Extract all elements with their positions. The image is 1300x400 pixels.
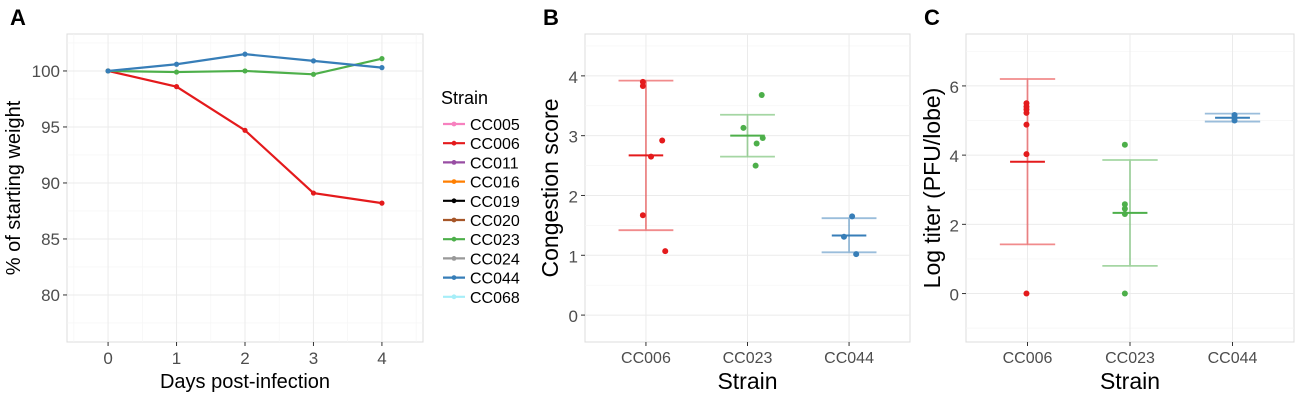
panel-c-y-axis-title: Log titer (PFU/lobe) xyxy=(919,88,945,289)
data-point-cc023 xyxy=(1121,141,1128,148)
data-point-cc023 xyxy=(758,92,765,99)
legend-label: CC011 xyxy=(470,155,519,172)
panel-b-y-axis-title: Congestion score xyxy=(537,99,563,278)
legend-key-point xyxy=(451,160,457,165)
panel-c-x-axis-title: Strain xyxy=(1100,368,1160,394)
data-point-cc023 xyxy=(752,162,759,169)
data-point-cc023 xyxy=(753,140,760,147)
panel-b-x-tick-label: CC044 xyxy=(824,350,874,367)
data-point-cc006 xyxy=(310,190,317,196)
panel-a-y-tick-label: 95 xyxy=(41,118,60,137)
legend-key-point xyxy=(451,140,457,146)
panel-b-y-tick-label: 3 xyxy=(569,128,578,147)
data-point-cc006 xyxy=(659,137,666,144)
panel-a-x-axis-title: Days post-infection xyxy=(160,371,330,393)
data-point-cc006 xyxy=(662,248,669,255)
panel-b: 0 1 2 3 4 CC006 CC023 CC044 Strain Congestion sco… xyxy=(537,5,911,394)
legend-key-point xyxy=(451,236,457,242)
data-point-cc023 xyxy=(759,135,766,142)
data-point-cc023 xyxy=(1121,205,1128,212)
panel-a-y-tick-label: 90 xyxy=(41,174,60,193)
data-point-cc006 xyxy=(1023,290,1030,297)
legend-label: CC024 xyxy=(470,251,520,268)
panel-c-y-tick-label: 6 xyxy=(950,78,959,97)
panel-b-y-tick-label: 4 xyxy=(569,68,578,87)
panel-a-y-tick-label: 85 xyxy=(41,230,60,249)
data-point-cc006 xyxy=(379,200,385,206)
panel-b-y-tick-label: 2 xyxy=(569,187,578,206)
legend-label: CC006 xyxy=(470,136,520,153)
panel-b-y-tick-label: 1 xyxy=(569,247,578,266)
panel-c-x-tick-label: CC006 xyxy=(1003,350,1053,367)
legend-label: CC068 xyxy=(470,290,520,307)
panel-c-y-tick-label: 2 xyxy=(950,216,959,235)
data-point-cc006 xyxy=(1023,109,1030,116)
legend-label: CC044 xyxy=(470,271,520,288)
legend-key-point xyxy=(451,121,457,127)
data-point-cc023 xyxy=(242,68,248,74)
panel-b-tag: B xyxy=(543,5,559,30)
data-point-cc006 xyxy=(639,212,646,219)
data-point-cc023 xyxy=(310,71,317,77)
data-point-cc023 xyxy=(1121,210,1128,217)
data-point-cc006 xyxy=(1023,121,1030,128)
data-point-cc044 xyxy=(1231,117,1238,124)
data-point-cc044 xyxy=(840,233,847,240)
data-point-cc006 xyxy=(173,84,180,90)
data-point-cc044 xyxy=(310,58,317,64)
legend-key-point xyxy=(451,275,457,280)
data-point-cc044 xyxy=(173,61,180,67)
data-point-cc044 xyxy=(379,65,385,71)
data-point-cc044 xyxy=(105,68,111,74)
panel-a-y-tick-label: 80 xyxy=(41,286,60,305)
data-point-cc023 xyxy=(1121,201,1128,208)
panel-b-x-tick-label: CC023 xyxy=(723,350,773,367)
legend-label: CC005 xyxy=(470,117,520,134)
panel-c-y-tick-label: 0 xyxy=(950,286,959,305)
legend-key-point xyxy=(451,217,457,223)
legend: Strain CC005 CC006 CC011 CC016 CC019 CC020 CC02… xyxy=(441,88,520,307)
panel-a-x-tick-label: 3 xyxy=(309,349,318,368)
legend-label: CC020 xyxy=(470,213,520,230)
legend-key-point xyxy=(451,179,457,185)
data-point-cc006 xyxy=(648,153,655,160)
panel-a-x-tick-label: 2 xyxy=(240,349,249,368)
legend-key-point xyxy=(451,256,457,261)
data-point-cc023 xyxy=(740,124,747,131)
panel-c-y-tick-label: 4 xyxy=(950,147,959,166)
data-point-cc006 xyxy=(639,83,646,90)
data-point-cc044 xyxy=(242,51,248,57)
legend-label: CC023 xyxy=(470,232,520,249)
panel-a-y-axis-title: % of starting weight xyxy=(3,100,25,275)
panel-a-x-tick-label: 1 xyxy=(172,349,181,368)
panel-b-x-axis-title: Strain xyxy=(717,368,777,394)
data-point-cc006 xyxy=(1023,151,1030,158)
data-point-cc023 xyxy=(1121,290,1128,297)
panel-c-x-tick-label: CC044 xyxy=(1208,350,1258,367)
data-point-cc006 xyxy=(242,127,248,133)
legend-key-point xyxy=(451,294,457,300)
data-point-cc044 xyxy=(849,213,856,220)
panel-c-x-tick-label: CC023 xyxy=(1105,350,1155,367)
panel-c-tag: C xyxy=(924,5,940,30)
panel-a-x-tick-label: 4 xyxy=(377,349,386,368)
panel-a-y-tick-label: 100 xyxy=(32,62,60,81)
data-point-cc023 xyxy=(379,56,385,62)
panel-a: 80 85 90 95 100 0 1 2 3 4 Days post-infection % of … xyxy=(3,5,520,393)
panel-a-tag: A xyxy=(10,5,26,30)
legend-label: CC019 xyxy=(470,194,520,211)
data-point-cc023 xyxy=(173,69,180,75)
panel-b-x-tick-label: CC006 xyxy=(621,350,671,367)
data-point-cc044 xyxy=(853,251,860,258)
panel-a-x-tick-label: 0 xyxy=(103,349,112,368)
legend-title: Strain xyxy=(441,88,488,108)
data-point-cc006 xyxy=(639,78,646,85)
panel-b-y-tick-label: 0 xyxy=(569,307,578,326)
panel-c: 0 2 4 6 CC006 CC023 CC044 Strain Log titer (PFU/… xyxy=(919,5,1295,394)
legend-label: CC016 xyxy=(470,175,520,192)
legend-key-point xyxy=(451,198,457,204)
